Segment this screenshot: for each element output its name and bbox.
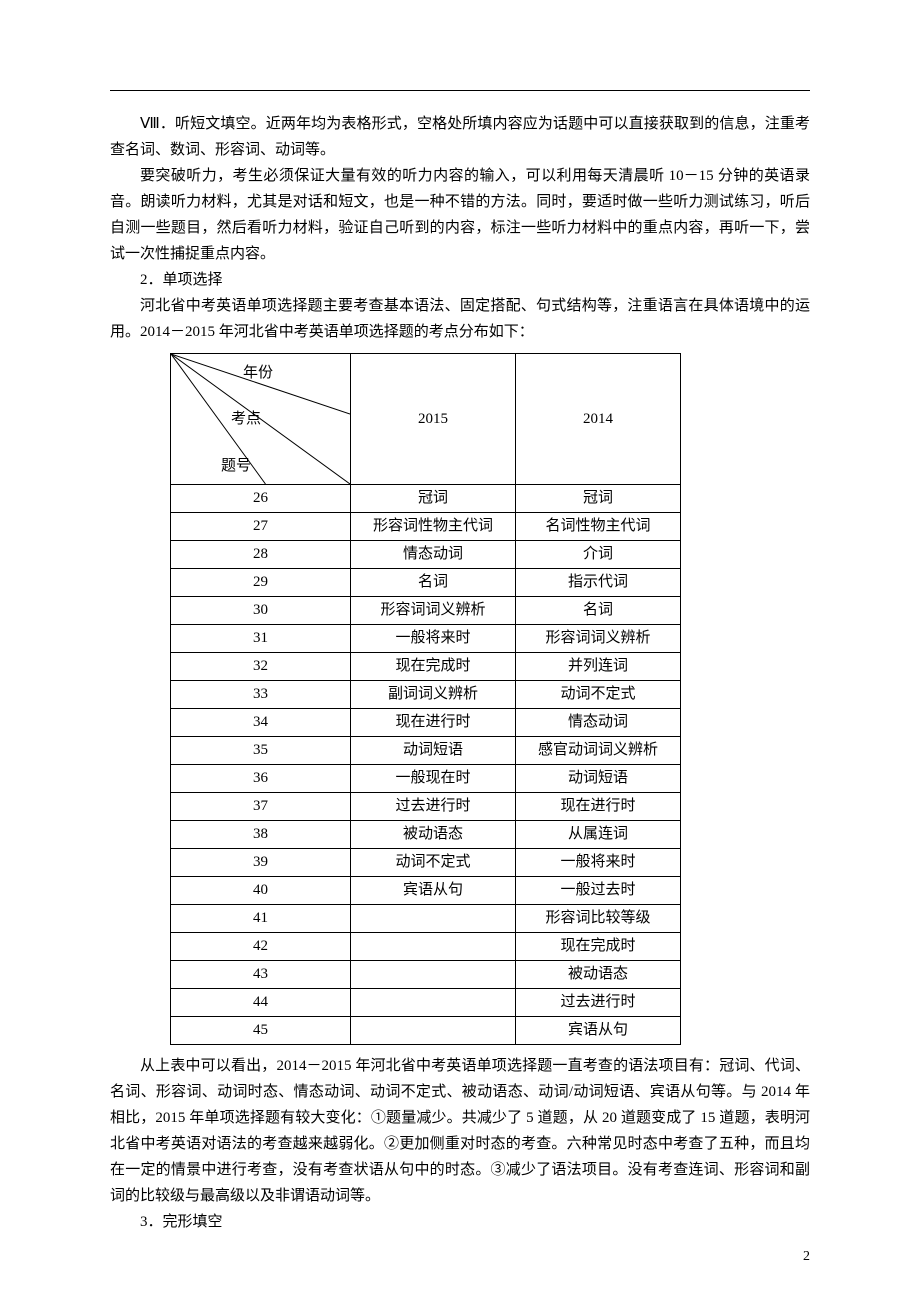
topic-cell: 现在进行时 bbox=[351, 709, 516, 737]
topic-cell: 动词不定式 bbox=[516, 681, 681, 709]
table-row: 29名词指示代词 bbox=[171, 569, 681, 597]
table-body: 26冠词冠词27形容词性物主代词名词性物主代词28情态动词介词29名词指示代词3… bbox=[171, 485, 681, 1045]
question-number-cell: 40 bbox=[171, 877, 351, 905]
table-row: 28情态动词介词 bbox=[171, 541, 681, 569]
question-number-cell: 45 bbox=[171, 1017, 351, 1045]
table-row: 32现在完成时并列连词 bbox=[171, 653, 681, 681]
topic-cell bbox=[351, 1017, 516, 1045]
topic-cell: 感官动词词义辨析 bbox=[516, 737, 681, 765]
topic-cell bbox=[351, 905, 516, 933]
topic-cell: 一般将来时 bbox=[351, 625, 516, 653]
topic-cell: 动词不定式 bbox=[351, 849, 516, 877]
table-row: 37过去进行时现在进行时 bbox=[171, 793, 681, 821]
topic-cell: 一般过去时 bbox=[516, 877, 681, 905]
topic-cell: 冠词 bbox=[516, 485, 681, 513]
question-number-cell: 33 bbox=[171, 681, 351, 709]
table-row: 41 形容词比较等级 bbox=[171, 905, 681, 933]
topic-cell: 形容词词义辨析 bbox=[516, 625, 681, 653]
topic-cell: 过去进行时 bbox=[351, 793, 516, 821]
top-rule bbox=[110, 90, 810, 91]
table-row: 43 被动语态 bbox=[171, 961, 681, 989]
question-number-cell: 31 bbox=[171, 625, 351, 653]
table-row: 36一般现在时动词短语 bbox=[171, 765, 681, 793]
diag-label-num: 题号 bbox=[221, 459, 251, 474]
exam-points-table: 年份 考点 题号 2015 2014 26冠词冠词27形容词性物主代词名词性物主… bbox=[170, 353, 810, 1045]
topic-cell: 介词 bbox=[516, 541, 681, 569]
topic-cell: 现在进行时 bbox=[516, 793, 681, 821]
table-head-row: 年份 考点 题号 2015 2014 bbox=[171, 354, 681, 485]
table-row: 30形容词词义辨析名词 bbox=[171, 597, 681, 625]
topic-cell: 名词 bbox=[351, 569, 516, 597]
question-number-cell: 36 bbox=[171, 765, 351, 793]
topic-cell: 情态动词 bbox=[516, 709, 681, 737]
para-listening-fill: Ⅷ．听短文填空。近两年均为表格形式，空格处所填内容应为话题中可以直接获取到的信息… bbox=[110, 111, 810, 163]
topic-cell: 并列连词 bbox=[516, 653, 681, 681]
topic-cell: 一般现在时 bbox=[351, 765, 516, 793]
topic-cell: 指示代词 bbox=[516, 569, 681, 597]
question-number-cell: 38 bbox=[171, 821, 351, 849]
question-number-cell: 41 bbox=[171, 905, 351, 933]
topic-cell: 宾语从句 bbox=[351, 877, 516, 905]
topic-cell bbox=[351, 989, 516, 1017]
heading-single-choice: 2．单项选择 bbox=[110, 267, 810, 293]
table-row: 31一般将来时形容词词义辨析 bbox=[171, 625, 681, 653]
topic-cell: 动词短语 bbox=[516, 765, 681, 793]
table-row: 27形容词性物主代词名词性物主代词 bbox=[171, 513, 681, 541]
question-number-cell: 26 bbox=[171, 485, 351, 513]
table-row: 26冠词冠词 bbox=[171, 485, 681, 513]
diagonal-header-cell: 年份 考点 题号 bbox=[171, 354, 351, 485]
para-table-analysis: 从上表中可以看出，2014－2015 年河北省中考英语单项选择题一直考查的语法项… bbox=[110, 1053, 810, 1209]
topic-cell: 被动语态 bbox=[516, 961, 681, 989]
table-row: 44 过去进行时 bbox=[171, 989, 681, 1017]
topic-cell: 名词 bbox=[516, 597, 681, 625]
question-number-cell: 37 bbox=[171, 793, 351, 821]
table-row: 34现在进行时情态动词 bbox=[171, 709, 681, 737]
question-number-cell: 43 bbox=[171, 961, 351, 989]
heading-cloze: 3．完形填空 bbox=[110, 1209, 810, 1235]
question-number-cell: 30 bbox=[171, 597, 351, 625]
topic-cell: 副词词义辨析 bbox=[351, 681, 516, 709]
topic-cell bbox=[351, 933, 516, 961]
question-number-cell: 39 bbox=[171, 849, 351, 877]
topic-cell: 现在完成时 bbox=[516, 933, 681, 961]
topic-cell: 形容词性物主代词 bbox=[351, 513, 516, 541]
table-row: 39动词不定式一般将来时 bbox=[171, 849, 681, 877]
question-number-cell: 42 bbox=[171, 933, 351, 961]
topic-cell: 被动语态 bbox=[351, 821, 516, 849]
topic-cell: 情态动词 bbox=[351, 541, 516, 569]
column-header-2014: 2014 bbox=[516, 354, 681, 485]
topic-cell: 名词性物主代词 bbox=[516, 513, 681, 541]
table-row: 42 现在完成时 bbox=[171, 933, 681, 961]
topic-cell: 动词短语 bbox=[351, 737, 516, 765]
topic-cell bbox=[351, 961, 516, 989]
question-number-cell: 35 bbox=[171, 737, 351, 765]
topic-cell: 宾语从句 bbox=[516, 1017, 681, 1045]
question-number-cell: 28 bbox=[171, 541, 351, 569]
question-number-cell: 34 bbox=[171, 709, 351, 737]
topic-cell: 形容词比较等级 bbox=[516, 905, 681, 933]
topic-cell: 从属连词 bbox=[516, 821, 681, 849]
table-row: 38被动语态从属连词 bbox=[171, 821, 681, 849]
column-header-2015: 2015 bbox=[351, 354, 516, 485]
table-row: 40宾语从句一般过去时 bbox=[171, 877, 681, 905]
topic-cell: 形容词词义辨析 bbox=[351, 597, 516, 625]
diag-label-point: 考点 bbox=[231, 412, 261, 427]
topic-cell: 一般将来时 bbox=[516, 849, 681, 877]
question-number-cell: 29 bbox=[171, 569, 351, 597]
para-listening-advice: 要突破听力，考生必须保证大量有效的听力内容的输入，可以利用每天清晨听 10－15… bbox=[110, 163, 810, 267]
question-number-cell: 44 bbox=[171, 989, 351, 1017]
question-number-cell: 27 bbox=[171, 513, 351, 541]
topic-cell: 过去进行时 bbox=[516, 989, 681, 1017]
table-row: 35动词短语感官动词词义辨析 bbox=[171, 737, 681, 765]
table-row: 33副词词义辨析动词不定式 bbox=[171, 681, 681, 709]
topic-cell: 现在完成时 bbox=[351, 653, 516, 681]
table-row: 45 宾语从句 bbox=[171, 1017, 681, 1045]
page-number: 2 bbox=[803, 1249, 810, 1265]
topic-cell: 冠词 bbox=[351, 485, 516, 513]
question-number-cell: 32 bbox=[171, 653, 351, 681]
diag-label-year: 年份 bbox=[243, 366, 273, 381]
para-single-choice-intro: 河北省中考英语单项选择题主要考查基本语法、固定搭配、句式结构等，注重语言在具体语… bbox=[110, 293, 810, 345]
page: Ⅷ．听短文填空。近两年均为表格形式，空格处所填内容应为话题中可以直接获取到的信息… bbox=[0, 0, 920, 1295]
